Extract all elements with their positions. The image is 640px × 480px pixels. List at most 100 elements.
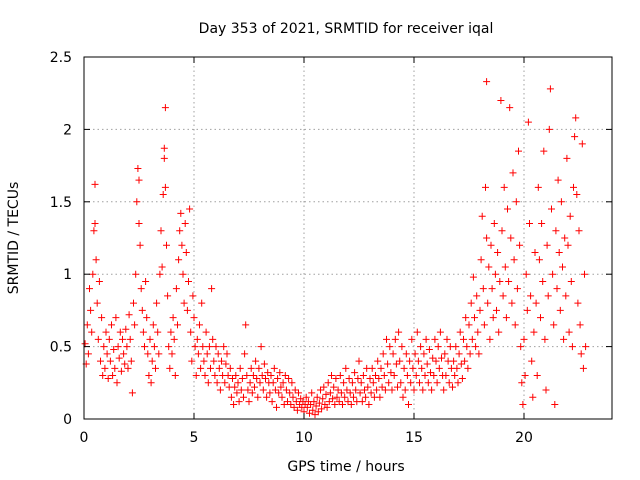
data-point [271, 386, 279, 394]
data-point [102, 328, 110, 336]
data-point [135, 176, 143, 184]
data-point [361, 386, 368, 394]
data-point [138, 306, 146, 314]
data-point [563, 154, 571, 162]
data-point [509, 169, 517, 177]
data-point [194, 350, 202, 358]
data-point [307, 401, 315, 409]
x-axis-ticks: 0 5 10 15 20 [80, 57, 533, 446]
data-point [538, 220, 546, 228]
data-point [579, 364, 587, 372]
data-point [577, 350, 585, 358]
data-point [342, 364, 350, 372]
x-tick-label: 15 [405, 430, 423, 446]
data-point [161, 183, 169, 191]
data-point [375, 374, 383, 382]
data-point [449, 383, 456, 391]
data-point [196, 321, 203, 329]
data-point [277, 383, 285, 391]
data-point [440, 386, 448, 394]
data-point [114, 343, 122, 351]
data-point [442, 372, 450, 380]
data-point [432, 357, 440, 365]
data-point [314, 408, 322, 416]
data-point [90, 227, 98, 235]
data-point [323, 403, 331, 411]
y-axis-ticks: 0 0.5 1 1.5 2 2.5 [50, 50, 612, 428]
data-point [554, 176, 562, 184]
data-point [390, 372, 398, 380]
data-point [357, 379, 365, 387]
data-point [221, 379, 229, 387]
data-point [551, 401, 559, 409]
data-point [507, 234, 515, 242]
data-point [409, 364, 417, 372]
y-axis-label: SRMTID / TECUs [6, 182, 22, 295]
data-point [429, 354, 437, 362]
data-point [417, 343, 425, 351]
data-point [341, 393, 349, 401]
data-point [243, 372, 251, 380]
data-point [438, 354, 445, 362]
data-point [407, 379, 415, 387]
data-point [220, 343, 228, 351]
data-point [428, 386, 436, 394]
data-point [97, 357, 104, 365]
data-point [156, 270, 164, 278]
data-point [269, 379, 277, 387]
data-point [519, 401, 527, 409]
data-point [155, 350, 163, 358]
data-point [149, 321, 157, 329]
data-point [522, 270, 530, 278]
data-point [174, 321, 181, 329]
data-point [359, 372, 367, 380]
data-point [517, 343, 525, 351]
data-point [542, 386, 550, 394]
data-point [483, 78, 491, 86]
data-point [309, 406, 317, 414]
data-point [377, 364, 385, 372]
data-point [275, 389, 283, 397]
data-point [146, 335, 154, 343]
data-point [537, 314, 544, 322]
data-point [482, 183, 489, 191]
data-point [101, 364, 109, 372]
data-point [456, 328, 464, 336]
data-point [520, 335, 528, 343]
data-point [329, 395, 337, 403]
data-points [81, 78, 590, 419]
data-point [454, 379, 462, 387]
data-point [100, 343, 108, 351]
data-point [88, 328, 96, 336]
data-point [83, 321, 91, 329]
data-point [198, 299, 206, 307]
data-point [526, 220, 533, 228]
data-point [116, 328, 124, 336]
data-point [172, 285, 180, 293]
data-point [282, 386, 290, 394]
data-point [468, 335, 476, 343]
data-point [197, 364, 205, 372]
data-point [257, 343, 265, 351]
data-point [279, 379, 287, 387]
data-point [159, 191, 167, 199]
data-point [163, 241, 170, 249]
data-point [313, 393, 321, 401]
data-point [418, 364, 426, 372]
data-point [106, 357, 114, 365]
data-point [185, 277, 192, 285]
data-point [497, 96, 505, 104]
data-point [280, 401, 288, 409]
data-point [214, 350, 222, 358]
data-point [236, 364, 244, 372]
data-point [502, 314, 510, 322]
data-point [317, 386, 324, 394]
data-point [242, 321, 250, 329]
data-point [123, 343, 131, 351]
data-point [553, 285, 561, 293]
data-point [290, 403, 298, 411]
data-point [540, 147, 548, 155]
data-point [354, 374, 362, 382]
x-tick-label: 10 [295, 430, 313, 446]
